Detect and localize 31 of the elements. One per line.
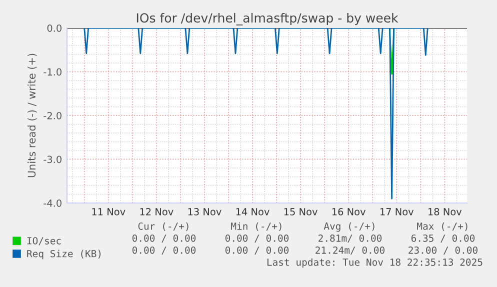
text: 0.00 / 0.00 — [132, 246, 196, 255]
text: 23.00 / 0.00 — [408, 246, 478, 255]
text: 0.00 / 0.00 — [132, 234, 196, 243]
x-tick-label: 11 Nov — [92, 208, 126, 216]
x-tick-label: 14 Nov — [236, 208, 270, 216]
x-tick-label: 12 Nov — [140, 208, 174, 216]
x-tick-label: 13 Nov — [188, 208, 222, 216]
y-axis-title: Units read (-) / write (+) — [28, 54, 37, 178]
text: 6.35 / 0.00 — [411, 234, 475, 243]
text: 21.24m/ 0.00 — [316, 246, 384, 255]
line-series — [84, 28, 428, 200]
text: Cur (-/+) — [138, 222, 188, 231]
x-tick-label: 18 Nov — [428, 208, 462, 216]
text: Max (-/+) — [417, 222, 468, 231]
y-tick-label: 0.0 — [47, 24, 62, 32]
y-tick-label: -4.0 — [44, 199, 62, 207]
text: 0.00 / 0.00 — [225, 234, 289, 243]
x-tick-label: 16 Nov — [332, 208, 366, 216]
legend-label: Req Size (KB) — [27, 250, 101, 260]
legend-label: IO/sec — [27, 237, 61, 246]
x-tick-label: 15 Nov — [284, 208, 318, 216]
text: 2.81m/ 0.00 — [318, 234, 382, 243]
y-tick-label: -1.0 — [44, 68, 62, 76]
y-tick-label: -2.0 — [44, 112, 62, 120]
y-tick-label: -3.0 — [44, 156, 62, 164]
text: Min (-/+) — [231, 222, 282, 231]
text: 0.00 / 0.00 — [225, 246, 289, 255]
x-tick-label: 17 Nov — [380, 208, 414, 216]
chart-title: IOs for /dev/rhel_almasftp/swap - by week — [136, 12, 398, 26]
text: Last update: Tue Nov 18 22:35:13 2025 — [267, 258, 482, 268]
text: Avg (-/+) — [324, 222, 374, 232]
